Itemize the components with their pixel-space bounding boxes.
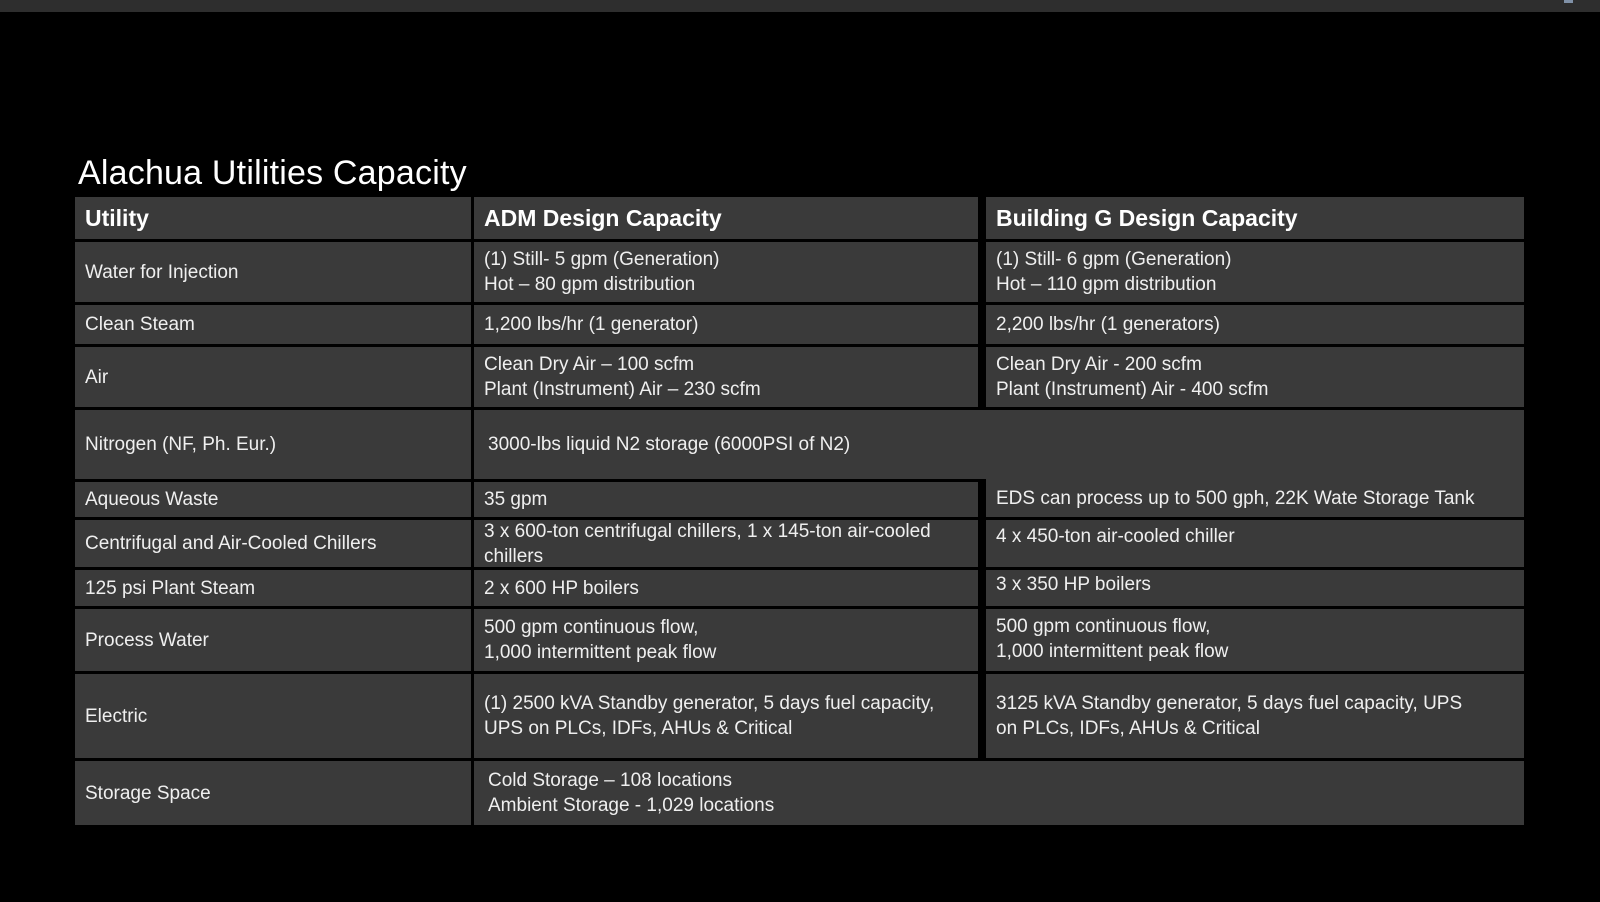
- adm-cell-clean-steam: 1,200 lbs/hr (1 generator): [474, 305, 978, 344]
- bldg-g-cell-air: Clean Dry Air - 200 scfm Plant (Instrume…: [986, 347, 1524, 407]
- bldg-g-cell-chillers: 4 x 450-ton air-cooled chiller: [986, 520, 1524, 567]
- adm-cell-air: Clean Dry Air – 100 scfm Plant (Instrume…: [474, 347, 978, 407]
- merged-cell-nitrogen: 3000-lbs liquid N2 storage (6000PSI of N…: [474, 410, 1524, 479]
- adm-cell-chillers: 3 x 600-ton centrifugal chillers, 1 x 14…: [474, 520, 978, 567]
- utility-cell-electric: Electric: [75, 674, 471, 758]
- adm-cell-aqueous-waste: 35 gpm: [474, 482, 978, 517]
- utility-cell-process-water: Process Water: [75, 609, 471, 671]
- bldg-g-cell-clean-steam: 2,200 lbs/hr (1 generators): [986, 305, 1524, 344]
- adm-cell-plant-steam: 2 x 600 HP boilers: [474, 570, 978, 606]
- utility-cell-chillers: Centrifugal and Air-Cooled Chillers: [75, 520, 471, 567]
- header-utility: Utility: [75, 197, 471, 239]
- bldg-g-cell-process-water: 500 gpm continuous flow, 1,000 intermitt…: [986, 609, 1524, 671]
- slide-title: Alachua Utilities Capacity: [78, 153, 467, 192]
- adm-cell-electric: (1) 2500 kVA Standby generator, 5 days f…: [474, 674, 978, 758]
- header-building-g-design-capacity: Building G Design Capacity: [986, 197, 1524, 239]
- header-adm-design-capacity: ADM Design Capacity: [474, 197, 978, 239]
- adm-cell-process-water: 500 gpm continuous flow, 1,000 intermitt…: [474, 609, 978, 671]
- bldg-g-cell-water-for-injection: (1) Still- 6 gpm (Generation) Hot – 110 …: [986, 242, 1524, 302]
- utility-cell-plant-steam: 125 psi Plant Steam: [75, 570, 471, 606]
- adm-cell-water-for-injection: (1) Still- 5 gpm (Generation) Hot – 80 g…: [474, 242, 978, 302]
- bldg-g-cell-electric: 3125 kVA Standby generator, 5 days fuel …: [986, 674, 1524, 758]
- utility-cell-aqueous-waste: Aqueous Waste: [75, 482, 471, 517]
- merged-cell-storage-space: Cold Storage – 108 locations Ambient Sto…: [474, 761, 1524, 825]
- utility-cell-air: Air: [75, 347, 471, 407]
- utility-cell-storage-space: Storage Space: [75, 761, 471, 825]
- utility-cell-water-for-injection: Water for Injection: [75, 242, 471, 302]
- utility-cell-nitrogen: Nitrogen (NF, Ph. Eur.): [75, 410, 471, 479]
- bldg-g-cell-aqueous-waste: EDS can process up to 500 gph, 22K Wate …: [986, 479, 1524, 517]
- window-top-strip: [0, 0, 1600, 12]
- utility-cell-clean-steam: Clean Steam: [75, 305, 471, 344]
- bldg-g-cell-plant-steam: 3 x 350 HP boilers: [986, 570, 1524, 606]
- cursor-artifact: [1564, 0, 1573, 3]
